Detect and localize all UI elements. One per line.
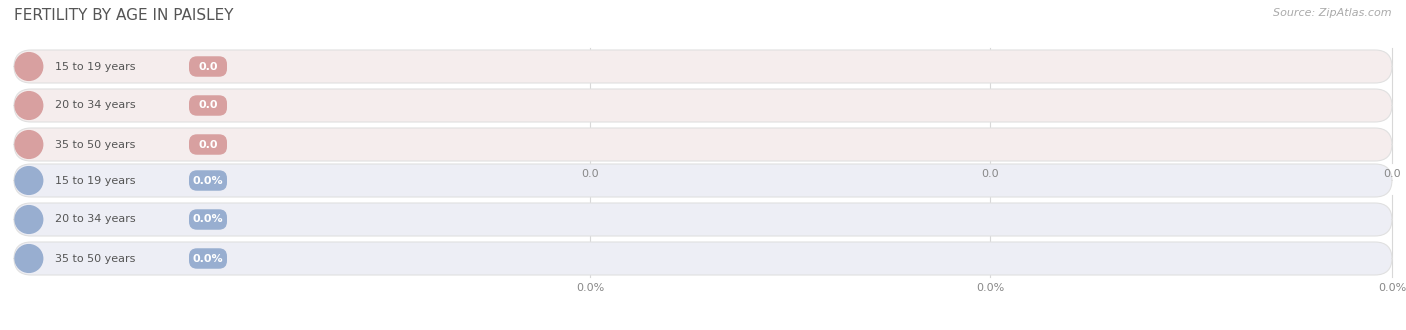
- Text: 35 to 50 years: 35 to 50 years: [55, 253, 135, 263]
- Text: 0.0: 0.0: [198, 140, 218, 149]
- Text: 15 to 19 years: 15 to 19 years: [55, 176, 135, 185]
- Text: 0.0%: 0.0%: [1378, 283, 1406, 293]
- FancyBboxPatch shape: [188, 95, 226, 116]
- Circle shape: [15, 53, 42, 81]
- Text: 0.0: 0.0: [981, 169, 998, 179]
- FancyBboxPatch shape: [14, 89, 1392, 122]
- Text: 35 to 50 years: 35 to 50 years: [55, 140, 135, 149]
- Text: 15 to 19 years: 15 to 19 years: [55, 61, 135, 72]
- Text: 0.0%: 0.0%: [576, 283, 605, 293]
- Text: 0.0: 0.0: [1384, 169, 1400, 179]
- FancyBboxPatch shape: [188, 56, 226, 77]
- Circle shape: [15, 167, 42, 194]
- FancyBboxPatch shape: [188, 170, 226, 191]
- FancyBboxPatch shape: [14, 164, 1392, 197]
- FancyBboxPatch shape: [188, 134, 226, 155]
- FancyBboxPatch shape: [14, 128, 1392, 161]
- Text: 20 to 34 years: 20 to 34 years: [55, 214, 135, 224]
- Text: 0.0%: 0.0%: [193, 176, 224, 185]
- Text: 0.0: 0.0: [198, 101, 218, 111]
- Text: Source: ZipAtlas.com: Source: ZipAtlas.com: [1274, 8, 1392, 18]
- Text: 0.0%: 0.0%: [193, 253, 224, 263]
- FancyBboxPatch shape: [14, 50, 1392, 83]
- Text: 0.0%: 0.0%: [193, 214, 224, 224]
- Text: 0.0: 0.0: [198, 61, 218, 72]
- Text: 0.0: 0.0: [581, 169, 599, 179]
- Text: 0.0%: 0.0%: [976, 283, 1004, 293]
- Text: 20 to 34 years: 20 to 34 years: [55, 101, 135, 111]
- FancyBboxPatch shape: [14, 242, 1392, 275]
- Circle shape: [15, 131, 42, 158]
- Circle shape: [15, 245, 42, 272]
- Circle shape: [15, 92, 42, 119]
- FancyBboxPatch shape: [188, 248, 226, 269]
- FancyBboxPatch shape: [188, 209, 226, 230]
- Circle shape: [15, 206, 42, 233]
- FancyBboxPatch shape: [14, 203, 1392, 236]
- Text: FERTILITY BY AGE IN PAISLEY: FERTILITY BY AGE IN PAISLEY: [14, 8, 233, 23]
